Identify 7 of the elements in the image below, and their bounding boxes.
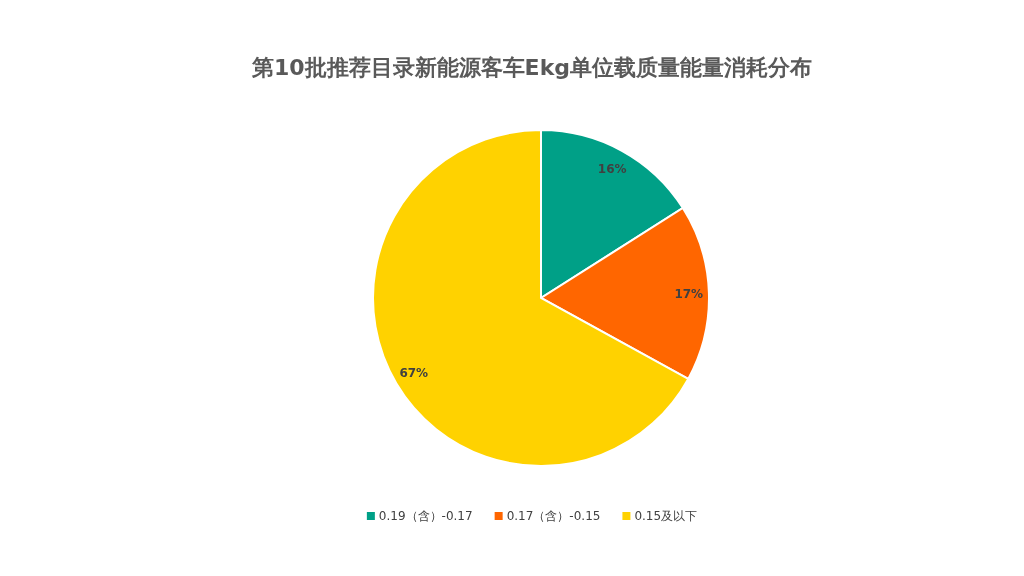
data-label: 67% <box>399 366 429 381</box>
chart-title: 第10批推荐目录新能源客车Ekg单位载质量能量消耗分布 <box>250 55 813 80</box>
data-label: 16% <box>597 161 627 176</box>
legend-label: 0.17（含）-0.15 <box>506 509 601 524</box>
data-label: 17% <box>674 286 704 301</box>
legend-label: 0.19（含）-0.17 <box>378 509 473 524</box>
legend-label: 0.15及以下 <box>634 509 698 524</box>
